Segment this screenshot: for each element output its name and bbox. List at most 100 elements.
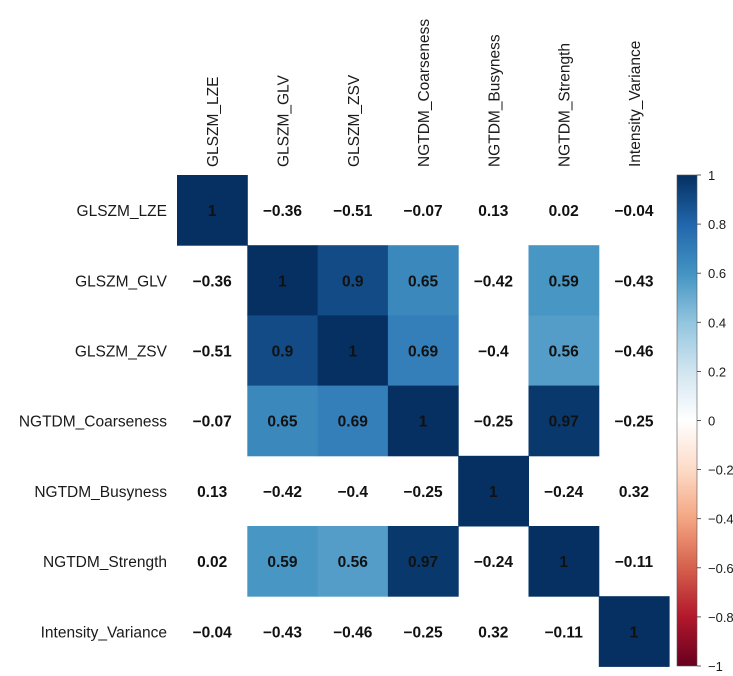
colorbar-tick-label: 0.2 (708, 364, 726, 379)
cell-value-label: −0.36 (193, 273, 233, 290)
cell-value-label: −0.46 (333, 624, 373, 641)
cell-value-label: 0.65 (408, 273, 439, 290)
heatmap-cell (528, 245, 600, 316)
row-label: NGTDM_Coarseness (19, 414, 167, 431)
cell-value-label: 0.56 (338, 554, 369, 571)
cell-value-label: −0.04 (193, 624, 233, 641)
cell-value-label: 0.02 (197, 554, 227, 571)
heatmap-cell (458, 455, 529, 527)
colorbar-tick-label: −1 (708, 659, 723, 674)
heatmap-cell (317, 526, 389, 597)
heatmap-cell (247, 385, 319, 457)
colorbar-tick-label: 0 (708, 414, 715, 429)
colorbar-tick-label: −0.6 (708, 561, 733, 576)
colorbar-tick-label: −0.8 (708, 610, 733, 625)
cell-value-label: 0.9 (342, 273, 364, 290)
cell-value-label: −0.24 (474, 554, 514, 571)
cell-value-label: −0.51 (193, 344, 233, 361)
cell-value-label: −0.04 (614, 203, 654, 220)
cell-value-label: 0.59 (549, 273, 580, 290)
heatmap-cell (317, 245, 389, 316)
column-label: NGTDM_Coarseness (416, 19, 433, 167)
cell-value-label: 1 (208, 203, 217, 220)
cell-value-label: −0.25 (614, 414, 654, 431)
heatmap-cell (528, 526, 600, 597)
cell-value-label: −0.11 (544, 624, 583, 641)
heatmap-cell (387, 526, 459, 597)
heatmap-cell (247, 315, 319, 387)
cell-value-label: −0.42 (474, 273, 513, 290)
cell-value-label: 0.13 (197, 484, 228, 501)
heatmap-cell (317, 385, 389, 457)
cell-value-label: 0.97 (549, 414, 579, 431)
column-labels: GLSZM_LZE GLSZM_GLV GLSZM_ZSV NGTDM_Coarsen… (205, 19, 644, 167)
cell-value-label: 0.13 (478, 203, 509, 220)
heatmap-cell (247, 245, 319, 316)
cell-value-label: 0.69 (338, 414, 369, 431)
colorbar-tick-label: 0.6 (708, 266, 726, 281)
cell-value-label: 0.56 (549, 344, 580, 361)
cell-value-label: −0.4 (337, 484, 368, 501)
cell-value-label: −0.24 (544, 484, 584, 501)
colorbar-tick-label: 0.4 (708, 315, 726, 330)
cell-value-label: −0.07 (403, 203, 442, 220)
row-label: GLSZM_LZE (77, 203, 167, 220)
heatmap-cell (598, 596, 670, 667)
row-label: GLSZM_ZSV (75, 344, 168, 361)
cell-value-label: 0.32 (478, 624, 508, 641)
colorbar-tick-label: 1 (708, 168, 715, 183)
row-label: Intensity_Variance (41, 624, 167, 641)
heatmap-cell (528, 385, 600, 457)
cell-value-label: 0.69 (408, 344, 439, 361)
column-label: NGTDM_Strength (557, 43, 574, 167)
cell-value-label: 0.65 (267, 414, 298, 431)
heatmap-cell (387, 245, 459, 316)
cell-value-label: 1 (559, 554, 568, 571)
column-label: GLSZM_LZE (205, 77, 222, 167)
cell-values: 1 −0.36 −0.51 −0.07 0.13 0.02 −0.04 −0.36 1 0.9 0.… (193, 203, 654, 641)
column-label: NGTDM_Busyness (486, 34, 503, 167)
heatmap-cell (387, 315, 459, 387)
cell-value-label: 0.32 (619, 484, 649, 501)
heatmap-cell (387, 385, 459, 457)
heatmap-cell (247, 526, 319, 597)
colorbar-tick-label: −0.4 (708, 512, 733, 527)
cell-value-label: −0.36 (263, 203, 303, 220)
column-label: GLSZM_GLV (275, 74, 292, 167)
row-label: GLSZM_GLV (75, 273, 168, 290)
cell-value-label: 0.97 (408, 554, 438, 571)
cell-value-label: −0.07 (193, 414, 232, 431)
cell-value-label: −0.11 (615, 554, 654, 571)
heatmap-cell (528, 315, 600, 387)
cell-value-label: 1 (489, 484, 498, 501)
cell-value-label: −0.25 (403, 484, 443, 501)
cell-value-label: −0.42 (263, 484, 302, 501)
colorbar: 1 0.8 0.6 0.4 0.2 0 −0.2 −0.4 −0.6 −0.8 −1 (676, 168, 733, 674)
cell-value-label: 0.9 (272, 344, 294, 361)
cell-value-label: −0.43 (614, 273, 654, 290)
cell-value-label: −0.51 (333, 203, 373, 220)
column-label: Intensity_Variance (627, 41, 644, 167)
cell-value-label: −0.46 (614, 344, 654, 361)
heatmap-cell (177, 175, 248, 246)
cell-value-label: −0.4 (478, 344, 509, 361)
row-labels: GLSZM_LZE GLSZM_GLV GLSZM_ZSV NGTDM_Coarsen… (19, 203, 168, 641)
cell-value-label: 1 (630, 624, 639, 641)
cell-value-label: 1 (278, 273, 287, 290)
cell-value-label: −0.25 (474, 414, 514, 431)
heatmap-cell (317, 315, 389, 387)
cell-value-label: 0.02 (549, 203, 579, 220)
colorbar-tick-label: −0.2 (708, 463, 733, 478)
colorbar-gradient (676, 174, 698, 667)
column-label: GLSZM_ZSV (346, 74, 363, 167)
cell-value-label: 0.59 (267, 554, 298, 571)
row-label: NGTDM_Busyness (34, 484, 167, 501)
cell-value-label: 1 (348, 344, 357, 361)
row-label: NGTDM_Strength (43, 554, 167, 571)
colorbar-tick-label: 0.8 (708, 217, 726, 232)
cell-value-label: 1 (419, 414, 428, 431)
cell-value-label: −0.25 (403, 624, 443, 641)
cell-value-label: −0.43 (263, 624, 303, 641)
heatmap-cells (177, 175, 670, 667)
